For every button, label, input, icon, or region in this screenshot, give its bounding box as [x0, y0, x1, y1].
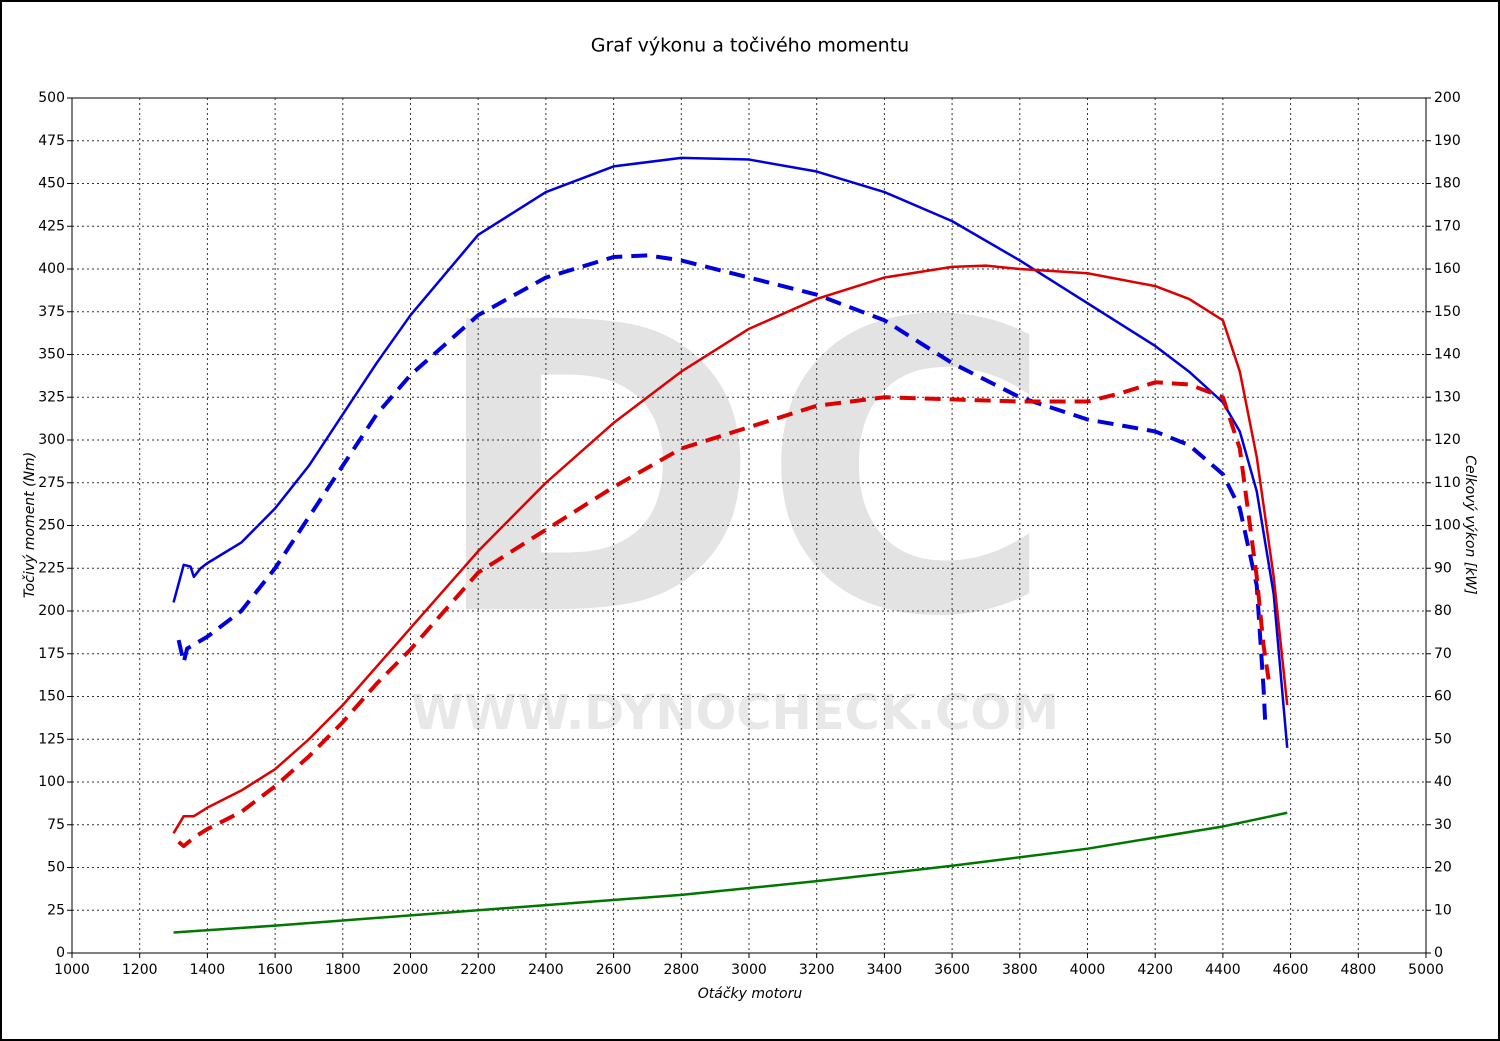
plot-border: [71, 97, 1427, 954]
x-axis-title: Otáčky motoru: [698, 986, 803, 1002]
x-tick-label: 3400: [867, 962, 903, 978]
x-tick-label: 3200: [799, 962, 835, 978]
y-tick-label: 200: [38, 603, 65, 619]
y-tick-label: 175: [38, 646, 65, 662]
y2-tick-label: 130: [1434, 389, 1461, 405]
y-tick-label: 500: [38, 90, 65, 106]
x-tick-label: 2200: [460, 962, 496, 978]
y-tick-label: 400: [38, 261, 65, 277]
x-tick-label: 3800: [1002, 962, 1038, 978]
y-tick-label: 425: [38, 218, 65, 234]
y2-tick-label: 110: [1434, 475, 1461, 491]
y-axis-title: Točivý moment (Nm): [22, 452, 38, 598]
y-tick-label: 150: [38, 689, 65, 705]
y-tick-label: 300: [38, 432, 65, 448]
y2-tick-label: 200: [1434, 90, 1461, 106]
y-tick-label: 125: [38, 731, 65, 747]
y2-tick-label: 70: [1434, 646, 1452, 662]
y2-tick-label: 60: [1434, 689, 1452, 705]
y2-tick-label: 140: [1434, 347, 1461, 363]
y-tick-label: 450: [38, 176, 65, 192]
watermark: DC: [429, 239, 1055, 704]
series-line: [173, 811, 1288, 934]
y2-tick-label: 120: [1434, 432, 1461, 448]
y2-tick-label: 10: [1434, 902, 1452, 918]
x-tick-label: 4200: [1137, 962, 1173, 978]
watermark-url: WWW.DYNOCHECK.COM: [411, 685, 1059, 741]
y2-tick-label: 160: [1434, 261, 1461, 277]
y-tick-label: 50: [47, 860, 65, 876]
y2-axis-title: Celkový výkon [kW]: [1462, 455, 1478, 594]
y2-tick-label: 0: [1434, 945, 1443, 961]
y2-tick-label: 90: [1434, 560, 1452, 576]
y2-tick-label: 40: [1434, 774, 1452, 790]
x-tick-label: 3000: [731, 962, 767, 978]
y-tick-label: 100: [38, 774, 65, 790]
x-tick-label: 1400: [190, 962, 226, 978]
y-tick-label: 375: [38, 304, 65, 320]
x-tick-label: 4000: [1070, 962, 1106, 978]
series-line: [172, 264, 1289, 834]
x-tick-label: 3600: [934, 962, 970, 978]
chart-title: Graf výkonu a točivého momentu: [591, 35, 909, 57]
y-tick-label: 475: [38, 133, 65, 149]
y-tick-label: 250: [38, 518, 65, 534]
x-tick-label: 2400: [528, 962, 564, 978]
y-tick-label: 325: [38, 389, 65, 405]
y-tick-label: 25: [47, 902, 65, 918]
y-tick-label: 0: [56, 945, 65, 961]
y2-tick-label: 20: [1434, 860, 1452, 876]
x-tick-label: 5000: [1408, 962, 1444, 978]
series-line: [177, 380, 1271, 849]
y-tick-label: 350: [38, 347, 65, 363]
y-tick-label: 225: [38, 560, 65, 576]
y2-tick-label: 50: [1434, 731, 1452, 747]
y2-tick-label: 80: [1434, 603, 1452, 619]
y2-tick-label: 190: [1434, 133, 1461, 149]
x-tick-label: 4400: [1205, 962, 1241, 978]
x-tick-label: 4800: [1340, 962, 1376, 978]
x-tick-label: 2000: [393, 962, 429, 978]
y2-tick-label: 100: [1434, 518, 1461, 534]
x-tick-label: 2800: [663, 962, 699, 978]
y2-tick-label: 30: [1434, 817, 1452, 833]
y2-tick-label: 170: [1434, 218, 1461, 234]
x-tick-label: 1800: [325, 962, 361, 978]
y2-tick-label: 180: [1434, 176, 1461, 192]
x-tick-label: 2600: [596, 962, 632, 978]
y-tick-label: 75: [47, 817, 65, 833]
y-tick-label: 275: [38, 475, 65, 491]
y2-tick-label: 150: [1434, 304, 1461, 320]
series-line: [176, 253, 1268, 723]
x-tick-label: 4600: [1273, 962, 1309, 978]
x-tick-label: 1200: [122, 962, 158, 978]
x-tick-label: 1000: [54, 962, 90, 978]
x-tick-label: 1600: [257, 962, 293, 978]
series-line: [172, 156, 1289, 748]
